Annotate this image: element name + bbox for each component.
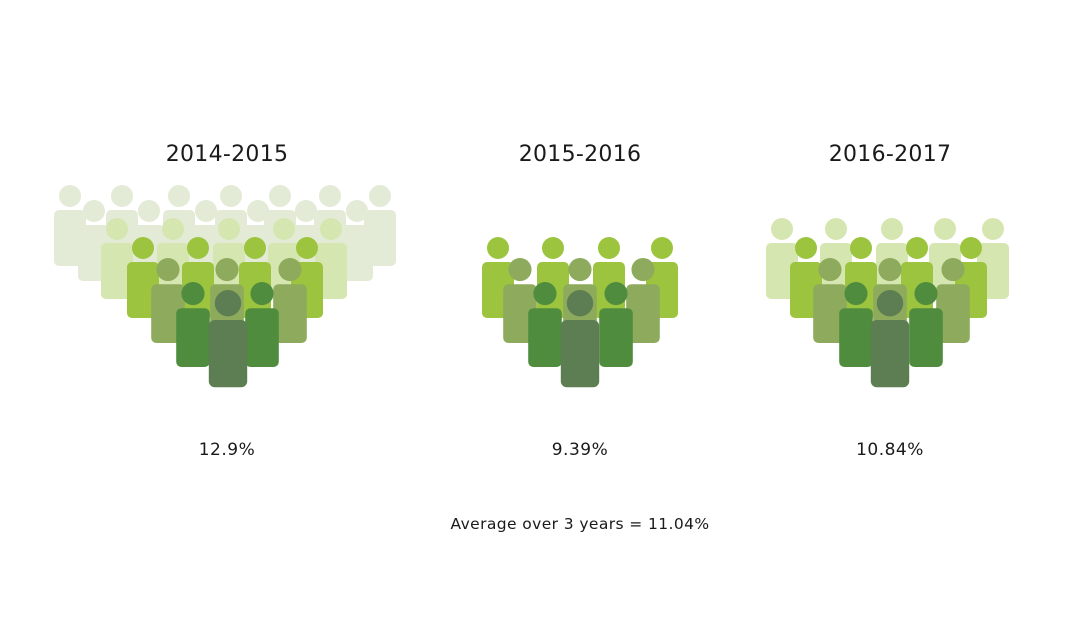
person-head [278,258,302,282]
person-body [626,284,660,344]
person-icon [245,282,279,368]
person-head [533,282,557,306]
person-head [215,258,239,282]
person-body [127,262,159,318]
person-head [250,282,274,306]
person-icon [626,258,660,344]
person-icon [528,282,562,368]
person-body [341,225,373,281]
person-head [156,258,180,282]
person-head [269,185,291,207]
person-head [319,185,341,207]
person-head [844,282,868,306]
person-head [273,218,295,240]
person-icon [909,282,943,368]
person-body [936,284,970,344]
person-head [195,200,217,222]
category-label-2016-2017: 2016-2017 [828,142,952,167]
person-body [245,308,279,368]
person-head [83,200,105,222]
person-head [960,237,982,259]
person-head [244,237,266,259]
person-head [568,258,592,282]
person-head [487,237,509,259]
person-head [876,290,904,317]
person-icon [127,237,159,318]
person-icon [560,290,600,388]
person-icon [936,258,970,344]
person-head [369,185,391,207]
person-head [878,258,902,282]
average-label: Average over 3 years = 11.04% [450,515,710,533]
person-head [106,218,128,240]
person-head [187,237,209,259]
person-head [247,200,269,222]
category-label-2014-2015: 2014-2015 [165,142,289,167]
person-head [850,237,872,259]
person-head [542,237,564,259]
person-head [881,218,903,240]
person-body [839,308,873,368]
person-icon [208,290,248,388]
person-icon [813,258,847,344]
person-head [132,237,154,259]
person-icon [839,282,873,368]
value-label-2015-2016: 9.39% [551,440,609,460]
person-head [346,200,368,222]
value-label-2016-2017: 10.84% [856,440,924,460]
person-head [914,282,938,306]
person-head [111,185,133,207]
person-head [320,218,342,240]
person-icon [273,258,307,344]
pictogram-group-2015-2016 [482,237,678,388]
person-head [181,282,205,306]
person-head [168,185,190,207]
person-head [795,237,817,259]
pictogram-group-2014-2015 [54,185,396,388]
person-icon [599,282,633,368]
person-head [220,185,242,207]
person-head [59,185,81,207]
person-head [508,258,532,282]
person-body [273,284,307,344]
person-head [631,258,655,282]
person-icon [870,290,910,388]
person-head [982,218,1004,240]
person-body [176,308,210,368]
person-head [598,237,620,259]
person-head [906,237,928,259]
person-head [771,218,793,240]
person-body [560,320,600,388]
person-head [825,218,847,240]
person-head [295,200,317,222]
person-head [934,218,956,240]
person-body [208,320,248,388]
person-head [818,258,842,282]
value-label-2014-2015: 12.9% [198,440,256,460]
person-head [218,218,240,240]
person-head [566,290,594,317]
person-head [604,282,628,306]
person-icon [341,200,373,281]
pictogram-group-2016-2017 [766,218,1009,388]
person-head [941,258,965,282]
person-head [162,218,184,240]
person-head [651,237,673,259]
person-body [528,308,562,368]
person-body [909,308,943,368]
person-body [599,308,633,368]
person-head [296,237,318,259]
category-label-2015-2016: 2015-2016 [518,142,642,167]
person-body [870,320,910,388]
person-head [214,290,242,317]
person-body [813,284,847,344]
person-icon [593,237,625,318]
person-head [138,200,160,222]
person-body [101,243,133,299]
person-icon [101,218,133,299]
person-icon [176,282,210,368]
